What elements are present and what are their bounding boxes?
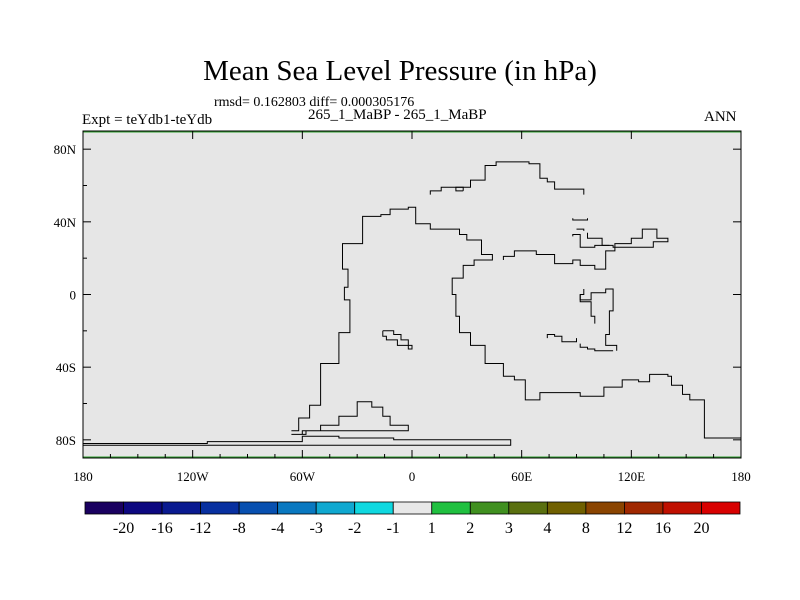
colorbar-swatch	[238, 501, 279, 515]
season-label: ANN	[704, 109, 737, 125]
colorbar-label: -1	[387, 520, 400, 537]
coastline-3	[382, 330, 413, 350]
lon-tick-label: 0	[409, 469, 416, 484]
colorbar-label: 16	[655, 520, 671, 537]
colorbar-label: -4	[271, 520, 284, 537]
coastline-layer	[83, 161, 741, 446]
rmsd-diff-stats: rmsd= 0.162803 diff= 0.000305176	[214, 95, 415, 110]
colorbar-label: -20	[113, 520, 134, 537]
colorbar-swatch	[354, 501, 394, 515]
lon-tick-label: 120E	[618, 469, 646, 484]
axis-ticks: 180 120W 60W 0 60E 120E 180 80N 40N 0 40S 80S	[54, 131, 751, 484]
colorbar-swatch	[431, 501, 471, 515]
lat-tick-label: 0	[70, 288, 77, 303]
chart-title: Mean Sea Level Pressure (in hPa)	[203, 55, 597, 87]
colorbar-swatch	[508, 501, 548, 515]
lon-tick-label: 120W	[177, 469, 210, 484]
lat-tick-label: 80S	[56, 433, 76, 448]
coastline-6	[455, 186, 464, 192]
colorbar-swatch	[123, 501, 163, 515]
coastline-13	[579, 343, 614, 352]
colorbar-swatch	[469, 501, 510, 515]
colorbar-swatch	[315, 501, 356, 515]
colorbar-swatch	[624, 501, 664, 515]
lon-tick-label: 180	[731, 469, 751, 484]
colorbar-label: 2	[466, 520, 474, 537]
coastline-5	[429, 161, 585, 195]
colorbar-swatch	[84, 501, 124, 515]
colorbar-label: 12	[616, 520, 632, 537]
colorbar-label: 8	[582, 520, 590, 537]
lat-tick-label: 40S	[56, 360, 76, 375]
coastline-2	[291, 401, 409, 435]
colorbar-label: -8	[232, 520, 245, 537]
coastline-10	[546, 334, 577, 343]
colorbar-label: 1	[428, 520, 436, 537]
plot-area	[83, 131, 741, 458]
lon-tick-label: 60E	[511, 469, 532, 484]
coastline-4	[502, 228, 669, 270]
colorbar-swatch	[277, 501, 317, 515]
lat-tick-label: 40N	[54, 215, 77, 230]
colorbar-swatch	[546, 501, 587, 515]
colorbar: -20 -16 -12 -8 -4 -3 -2 -1 1 2 3 4 8 12 16 20	[84, 501, 741, 537]
colorbar-label: -3	[310, 520, 323, 537]
lon-tick-label: 180	[73, 469, 93, 484]
coastline-8	[572, 218, 588, 221]
colorbar-swatch	[392, 501, 433, 515]
lon-tick-label: 60W	[290, 469, 316, 484]
colorbar-label: -12	[190, 520, 211, 537]
colorbar-label: -2	[348, 520, 361, 537]
coastline-12	[579, 294, 596, 324]
colorbar-label: 3	[505, 520, 513, 537]
coastline-0	[83, 435, 512, 446]
coastline-7	[587, 232, 610, 246]
coastline-9	[576, 228, 585, 231]
colorbar-swatch	[161, 501, 201, 515]
colorbar-swatch	[585, 501, 625, 515]
colorbar-label: 20	[693, 520, 709, 537]
colorbar-label: -16	[151, 520, 172, 537]
colorbar-swatch	[701, 501, 741, 515]
case-label: 265_1_MaBP - 265_1_MaBP	[308, 107, 487, 123]
coastline-1	[291, 206, 741, 439]
colorbar-swatch	[662, 501, 702, 515]
experiment-label: Expt = teYdb1-teYdb	[82, 112, 213, 128]
colorbar-label: 4	[543, 520, 551, 537]
lat-tick-label: 80N	[54, 142, 77, 157]
colorbar-swatch	[200, 501, 240, 515]
